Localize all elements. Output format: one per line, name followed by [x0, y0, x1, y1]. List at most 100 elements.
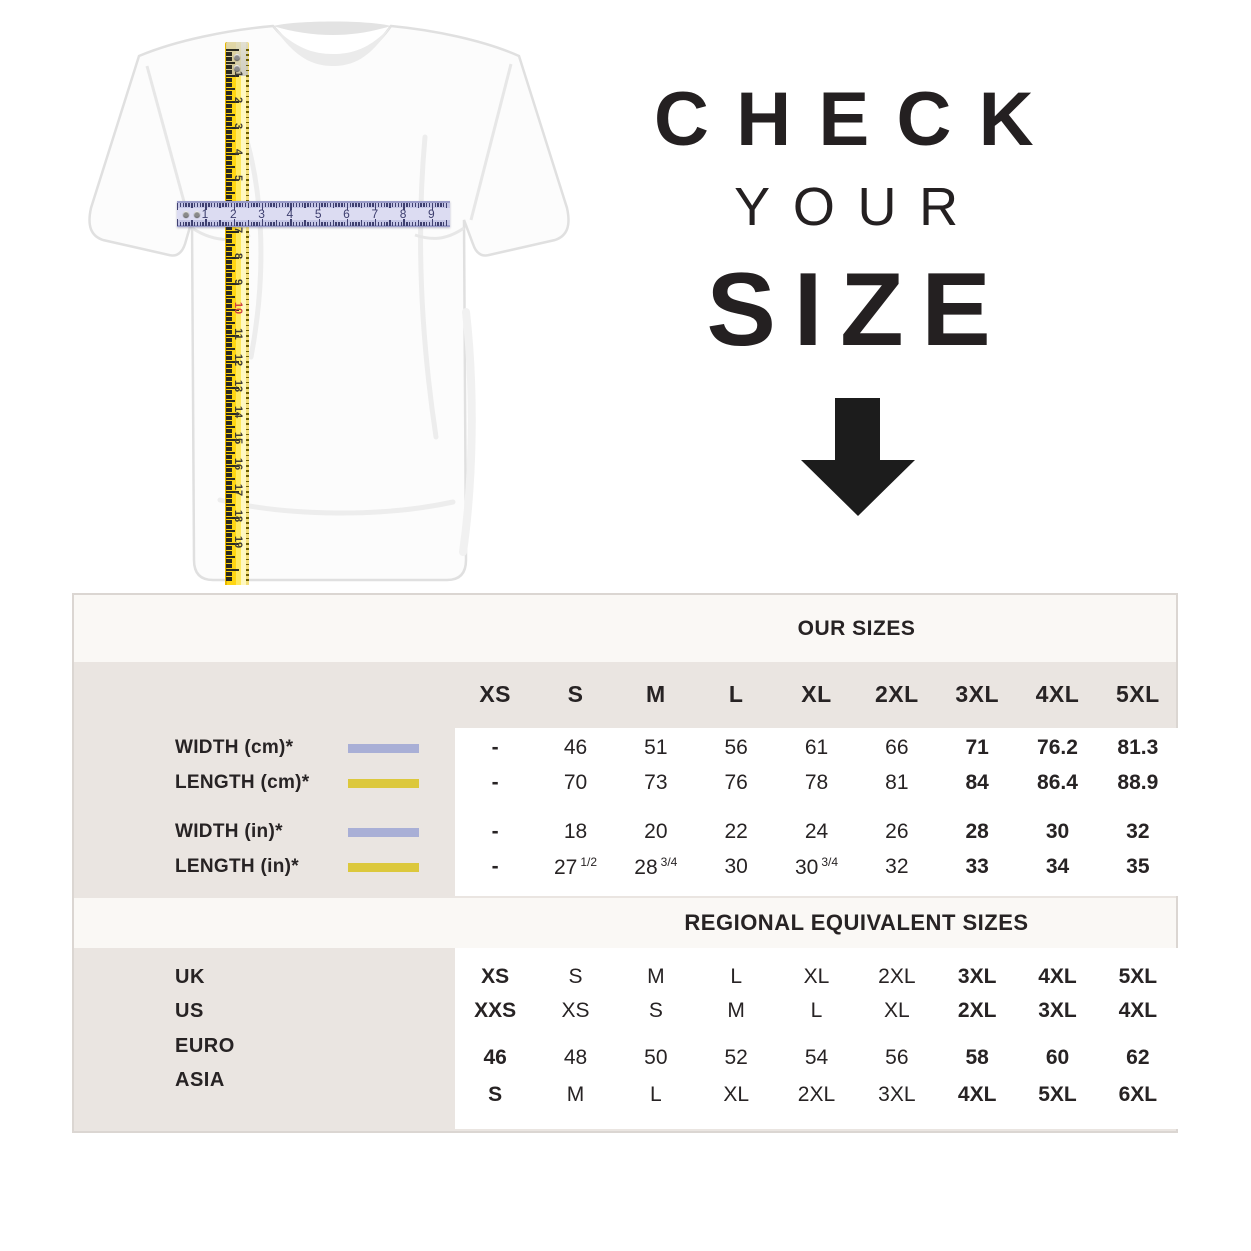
tick [389, 202, 391, 208]
tick [226, 361, 239, 363]
tick [307, 202, 309, 207]
our-sizes-band [74, 595, 1176, 662]
tick [226, 478, 235, 480]
tick [369, 202, 371, 207]
tick [226, 80, 232, 83]
size-value: 33 [965, 855, 989, 878]
tick [278, 221, 281, 226]
tick [226, 197, 232, 200]
size-value: 24 [804, 820, 829, 843]
size-value: 26 [885, 820, 909, 843]
tick [246, 90, 249, 93]
tick [226, 413, 239, 415]
tick [400, 202, 402, 207]
tick [222, 221, 224, 226]
tick [226, 134, 232, 137]
size-value: 2XL [957, 999, 997, 1022]
tick [226, 285, 232, 288]
tape-number: 19 [232, 535, 244, 549]
tick [386, 221, 388, 226]
tick [226, 311, 232, 314]
tick [226, 186, 232, 189]
tick [230, 221, 233, 226]
tick [431, 202, 434, 210]
size-value: 54 [804, 1046, 829, 1069]
tick [414, 221, 417, 226]
tick [363, 221, 366, 226]
tick [202, 202, 204, 207]
tick [246, 59, 249, 61]
tick [366, 202, 368, 207]
tick [226, 569, 239, 571]
tick [246, 496, 249, 498]
tape-number: 9 [232, 278, 244, 286]
tick [324, 221, 326, 226]
tick [226, 254, 232, 257]
tick [246, 444, 249, 446]
size-value: 50 [644, 1046, 668, 1069]
tick [226, 168, 232, 171]
tick [246, 532, 249, 535]
tick [276, 220, 278, 226]
size-value: M [566, 1083, 585, 1106]
tick [226, 337, 232, 340]
tick [246, 563, 249, 566]
tick [233, 202, 235, 210]
tick [389, 220, 391, 226]
tick [246, 537, 249, 540]
tick [226, 62, 235, 64]
tick [246, 381, 249, 384]
tick [284, 221, 286, 226]
tick [226, 550, 232, 553]
tick [246, 168, 249, 171]
tick [246, 184, 249, 186]
tick [246, 574, 249, 576]
size-value: 30 [1045, 820, 1070, 843]
tick [226, 496, 232, 499]
tick [417, 220, 419, 226]
tick [226, 298, 232, 301]
tick [226, 319, 232, 322]
tick [315, 221, 318, 226]
measure-row-label: LENGTH (cm)* [175, 772, 310, 793]
lavender-swatch [348, 744, 419, 753]
tick [358, 221, 360, 226]
size-value: 30 [724, 855, 748, 878]
tick [226, 181, 232, 184]
tick [246, 340, 249, 342]
tick [246, 69, 249, 72]
region-label-euro: EURO [175, 1035, 235, 1057]
tick [226, 452, 235, 454]
size-value: - [491, 855, 499, 878]
tick [185, 202, 187, 207]
tick [226, 103, 232, 106]
tick [226, 558, 232, 561]
tick [226, 501, 232, 504]
tick [246, 246, 249, 249]
tick [226, 238, 232, 241]
size-value: XS [561, 999, 590, 1022]
tick [226, 270, 235, 272]
tick [226, 142, 232, 145]
tick [246, 163, 249, 165]
tick [216, 221, 218, 226]
tick [264, 221, 267, 226]
tick [386, 202, 388, 207]
tick [246, 433, 249, 436]
tick [409, 202, 411, 207]
tick [226, 132, 232, 135]
size-value: 4XL [1118, 999, 1158, 1022]
tick [246, 241, 249, 243]
tick [226, 480, 232, 483]
tick [226, 358, 232, 361]
size-value: XL [723, 1083, 749, 1106]
tape-number: 18 [232, 509, 244, 523]
tick [226, 189, 232, 192]
tick [434, 221, 436, 226]
tick [246, 80, 249, 82]
tick [226, 309, 239, 311]
tick [310, 202, 312, 207]
horizontal-tape-measure: 1 2 3 4 5 6 7 8 9 [177, 201, 450, 227]
tick [193, 202, 196, 207]
tick [226, 467, 232, 470]
